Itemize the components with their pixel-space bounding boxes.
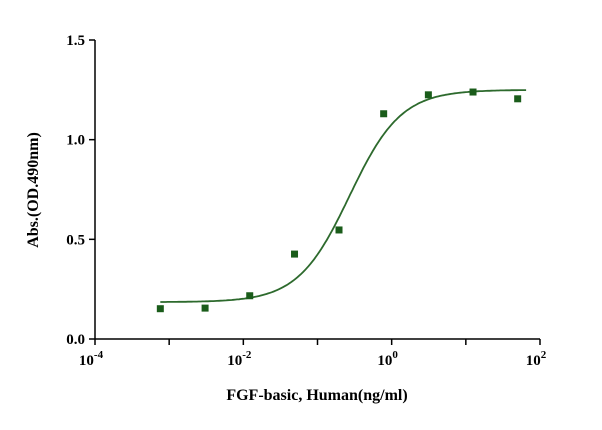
- data-point: [156, 305, 164, 313]
- data-point: [291, 250, 299, 258]
- y-tick-label: 0.5: [66, 232, 85, 248]
- y-tick-label: 0.0: [66, 332, 85, 348]
- x-tick-label: 10-2: [227, 349, 252, 369]
- data-point: [246, 292, 254, 300]
- data-point: [514, 95, 522, 103]
- data-point: [335, 226, 343, 234]
- x-tick-label: 102: [526, 349, 547, 369]
- data-point: [201, 304, 209, 312]
- x-tick-label: 10-4: [79, 349, 104, 369]
- y-axis-label: Abs.(OD.490nm): [25, 132, 42, 248]
- y-tick-label: 1.5: [66, 33, 85, 49]
- axes: 0.0 0.5 1.0 1.5 10-4 10-2 100 102: [66, 33, 547, 369]
- data-point: [380, 110, 388, 118]
- x-axis-label: FGF-basic, Human(ng/ml): [226, 387, 407, 404]
- y-tick-label: 1.0: [66, 133, 85, 149]
- fit-curve: [160, 89, 527, 303]
- data-point: [424, 91, 432, 99]
- data-point: [469, 88, 477, 96]
- data-points: [156, 88, 522, 313]
- x-tick-label: 100: [377, 349, 398, 369]
